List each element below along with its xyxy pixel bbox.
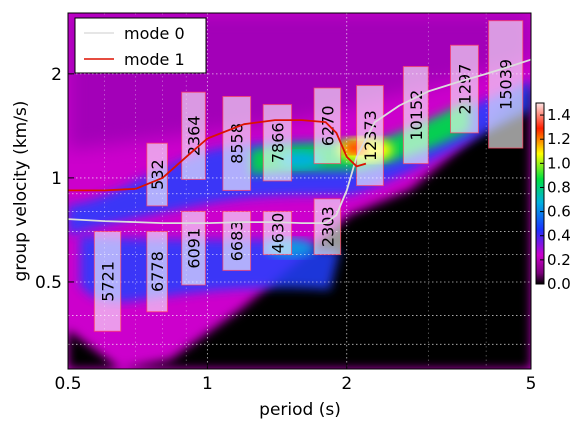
annotation-box-12: 10152 — [402, 66, 429, 165]
y-axis-ticks: 0.5 1 2 — [35, 65, 74, 293]
annotation-box-1: 532 — [146, 142, 168, 207]
annotation-box-9: 6270 — [313, 87, 342, 165]
legend-box — [74, 17, 207, 74]
annotation-box-label: 7866 — [268, 122, 287, 163]
annotation-box-4: 6091 — [181, 210, 206, 286]
annotation-box-13: 21297 — [449, 44, 479, 134]
annotation-box-rect — [313, 87, 342, 165]
annotation-box-0: 5721 — [93, 230, 122, 332]
annotation-box-11: 12373 — [356, 85, 384, 187]
annotation-box-rect — [146, 230, 168, 313]
annotation-box-label: 10152 — [407, 90, 426, 141]
annotation-box-rect — [488, 20, 524, 149]
annotation-box-14: 15039 — [488, 20, 524, 149]
annotation-box-label: 6270 — [318, 105, 337, 146]
annotation-box-label: 8558 — [228, 123, 247, 164]
legend: mode 0 mode 1 — [74, 17, 207, 74]
legend-label-mode-1: mode 1 — [124, 50, 185, 69]
mode-lines — [68, 58, 531, 224]
plot-frame — [67, 12, 532, 370]
annotation-box-rect — [449, 44, 479, 134]
y-tick-label-0: 0.5 — [35, 273, 62, 293]
annotation-box-label: 15039 — [497, 59, 516, 110]
annotation-box-label: 4630 — [268, 213, 287, 254]
x-tick-label-2: 2 — [341, 374, 352, 394]
annotation-boxes: 5721 532 6778 2364 6091 8558 6683 7866 4630 6270 2… — [93, 20, 524, 332]
colorbar-gradient — [535, 102, 545, 285]
colorbar-tick-label-1: 0.2 — [547, 251, 571, 269]
annotation-box-3: 2364 — [181, 91, 206, 180]
colorbar-tick-label-4: 0.8 — [547, 178, 571, 196]
annotation-box-label: 6683 — [228, 221, 247, 262]
colorbar: 0.0 0.2 0.4 0.6 0.8 1.0 1.2 1.4 — [535, 102, 571, 293]
annotation-box-label: 2303 — [318, 206, 337, 247]
annotation-box-10: 2303 — [313, 198, 342, 256]
annotation-box-rect — [402, 66, 429, 165]
annotation-box-label: 5721 — [99, 261, 118, 302]
series-line-mode-0 — [68, 58, 531, 224]
annotation-box-rect — [222, 96, 252, 191]
x-tick-label-0: 0.5 — [54, 374, 81, 394]
annotation-box-5: 8558 — [222, 96, 252, 191]
x-tick-label-3: 5 — [526, 374, 537, 394]
annotation-box-rect — [356, 85, 384, 187]
annotation-box-label: 6091 — [185, 228, 204, 269]
colorbar-ticks: 0.0 0.2 0.4 0.6 0.8 1.0 1.2 1.4 — [540, 106, 571, 293]
annotation-box-label: 12373 — [361, 110, 380, 161]
annotation-box-7: 7866 — [262, 104, 293, 182]
colorbar-tick-label-7: 1.4 — [547, 106, 571, 124]
annotation-box-rect — [262, 210, 293, 256]
x-axis-ticks: 0.5 1 2 5 — [54, 363, 536, 394]
annotation-box-rect — [181, 210, 206, 286]
annotation-box-2: 6778 — [146, 230, 168, 313]
colorbar-tick-label-5: 1.0 — [547, 154, 571, 172]
colorbar-tick-label-6: 1.2 — [547, 130, 571, 148]
annotation-box-label: 6778 — [148, 251, 167, 292]
legend-label-mode-0: mode 0 — [124, 24, 185, 43]
annotation-box-rect — [313, 198, 342, 256]
y-axis-label: group velocity (km/s) — [11, 101, 31, 282]
annotation-box-rect — [181, 91, 206, 180]
x-tick-label-1: 1 — [202, 374, 213, 394]
colorbar-tick-label-0: 0.0 — [547, 275, 571, 293]
y-tick-label-2: 2 — [51, 65, 62, 85]
annotation-box-rect — [93, 230, 122, 332]
annotation-box-6: 6683 — [222, 210, 252, 271]
annotation-box-label: 532 — [148, 159, 167, 190]
colorbar-tick-label-3: 0.6 — [547, 203, 571, 221]
x-axis-label: period (s) — [259, 400, 341, 420]
annotation-box-rect — [262, 104, 293, 182]
annotation-box-label: 21297 — [455, 64, 474, 115]
y-tick-label-1: 1 — [51, 169, 62, 189]
colorbar-tick-label-2: 0.4 — [547, 227, 571, 245]
annotation-box-8: 4630 — [262, 210, 293, 256]
series-line-mode-1 — [68, 119, 367, 192]
